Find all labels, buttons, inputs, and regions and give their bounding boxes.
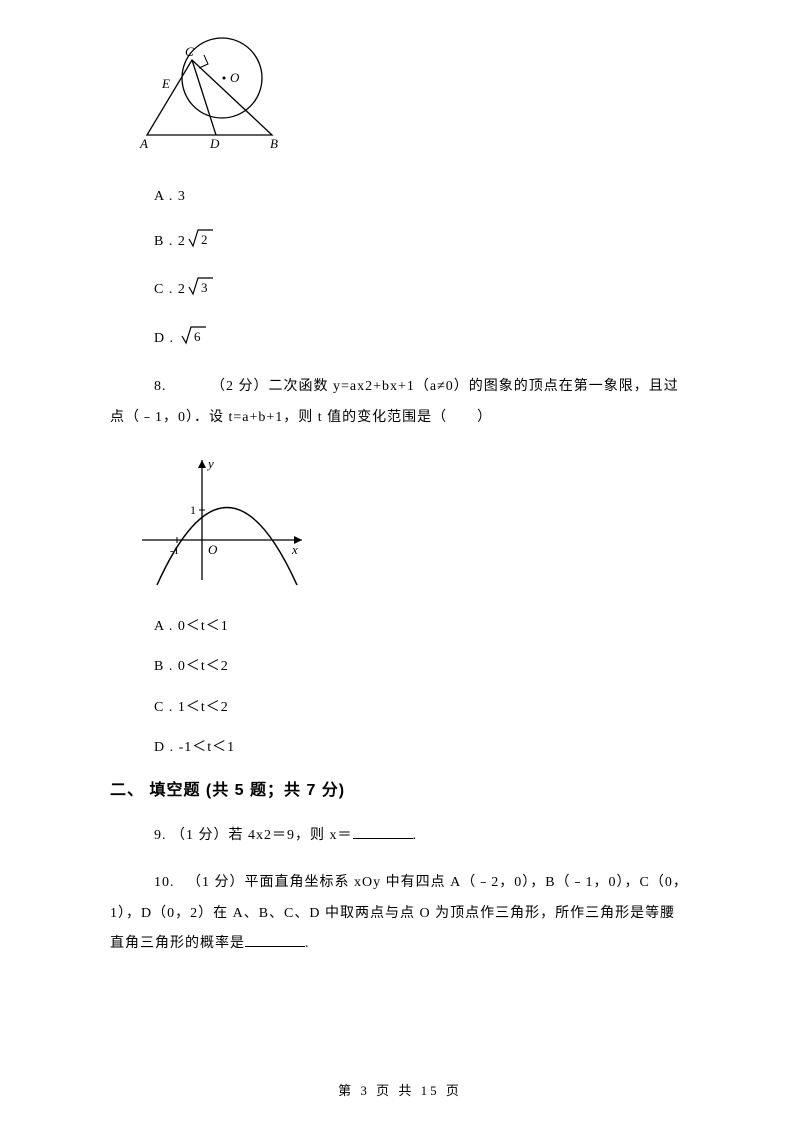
svg-text:O: O [208, 542, 218, 557]
svg-text:B: B [270, 136, 278, 151]
svg-text:1: 1 [190, 503, 196, 517]
q9-suffix: . [413, 828, 418, 843]
q10-prefix: 10. （1 分）平面直角坐标系 xOy 中有四点 A（﹣2，0），B（﹣1，0… [110, 875, 688, 952]
q7-option-c: C . 233 [154, 275, 690, 305]
svg-text:3: 3 [201, 280, 209, 295]
figure2-svg: x y O 1 -1 [132, 450, 312, 590]
q8-option-b: B . 0＜t＜2 [154, 656, 690, 678]
svg-text:x: x [291, 542, 298, 557]
q8-option-c: C . 1＜t＜2 [154, 697, 690, 719]
svg-text:E: E [161, 76, 170, 91]
q7-d-prefix: D . [154, 331, 179, 346]
figure1-svg: O A B C D E [132, 30, 282, 160]
svg-text:2: 2 [201, 232, 209, 247]
svg-text:O: O [230, 70, 240, 85]
q9-text: 9. （1 分）若 4x2＝9，则 x＝. [110, 821, 690, 852]
section-2-header: 二、 填空题 (共 5 题；共 7 分) [110, 778, 690, 804]
q9-blank [353, 824, 413, 839]
figure-circle-triangle: O A B C D E [132, 30, 690, 168]
q10-blank [245, 932, 305, 947]
sqrt-2-icon: 22 [188, 227, 214, 257]
sqrt-3-icon: 33 [188, 275, 214, 305]
svg-text:D: D [209, 136, 220, 151]
page: O A B C D E A . 3 B . 222 C . 233 D . 66 8. （… [0, 0, 800, 1132]
svg-text:-1: -1 [170, 545, 179, 557]
q7-option-a: A . 3 [154, 186, 690, 208]
q8-option-a: A . 0＜t＜1 [154, 616, 690, 638]
sqrt-6-icon: 66 [181, 324, 207, 354]
page-footer: 第 3 页 共 15 页 [0, 1081, 800, 1102]
svg-text:y: y [206, 456, 214, 471]
q8-number: 8. [154, 379, 171, 394]
svg-text:C: C [185, 44, 194, 59]
q8-body: （2 分）二次函数 y=ax2+bx+1（a≠0）的图象的顶点在第一象限，且过点… [110, 379, 679, 425]
q10-text: 10. （1 分）平面直角坐标系 xOy 中有四点 A（﹣2，0），B（﹣1，0… [110, 868, 690, 960]
q10-suffix: . [305, 936, 310, 951]
q9-prefix: 9. （1 分）若 4x2＝9，则 x＝ [154, 828, 353, 843]
q7-c-prefix: C . 2 [154, 282, 186, 297]
q7-option-d: D . 66 [154, 324, 690, 354]
q7-option-b: B . 222 [154, 227, 690, 257]
figure-parabola: x y O 1 -1 [132, 450, 690, 598]
q8-option-d: D . -1＜t＜1 [154, 737, 690, 759]
q8-text: 8. （2 分）二次函数 y=ax2+bx+1（a≠0）的图象的顶点在第一象限，… [110, 372, 690, 434]
svg-text:A: A [139, 136, 148, 151]
q7-b-prefix: B . 2 [154, 234, 186, 249]
svg-text:6: 6 [194, 329, 202, 344]
